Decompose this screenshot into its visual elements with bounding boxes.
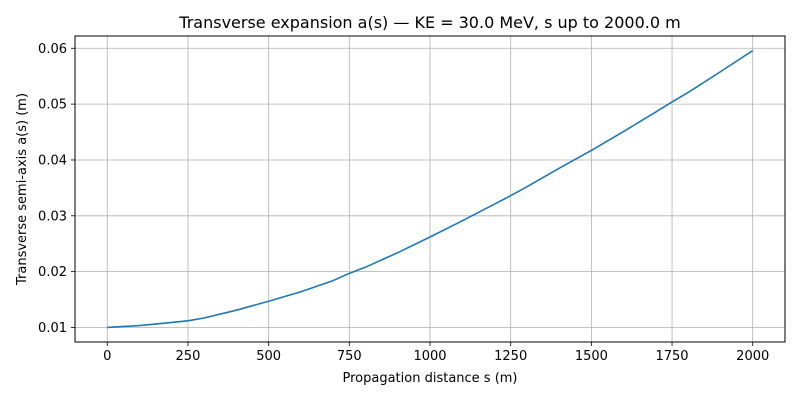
x-tick-label: 2000	[736, 349, 769, 364]
y-tick-label: 0.03	[38, 209, 67, 224]
x-tick-label: 750	[337, 349, 362, 364]
chart-title: Transverse expansion a(s) — KE = 30.0 Me…	[178, 13, 680, 32]
x-axis-title: Propagation distance s (m)	[342, 371, 517, 386]
x-tick-label: 1000	[413, 349, 446, 364]
y-tick-label: 0.06	[38, 42, 67, 57]
x-tick-label: 1750	[655, 349, 688, 364]
x-tick-label: 0	[103, 349, 111, 364]
y-tick-label: 0.05	[38, 98, 67, 113]
ticks: 0 250 500 750 1000 1250 1500 1750 2000 0.01 0.02 0.…	[38, 42, 769, 364]
y-axis-title: Transverse semi-axis a(s) (m)	[15, 93, 30, 286]
y-tick-label: 0.02	[38, 265, 67, 280]
x-tick-label: 1500	[575, 349, 608, 364]
grid	[75, 36, 785, 342]
y-tick-label: 0.01	[38, 321, 67, 336]
x-tick-label: 1250	[494, 349, 527, 364]
x-tick-label: 500	[256, 349, 281, 364]
series-line	[107, 49, 754, 329]
y-tick-label: 0.04	[38, 153, 67, 168]
x-tick-label: 250	[176, 349, 201, 364]
series-layer	[107, 49, 754, 329]
